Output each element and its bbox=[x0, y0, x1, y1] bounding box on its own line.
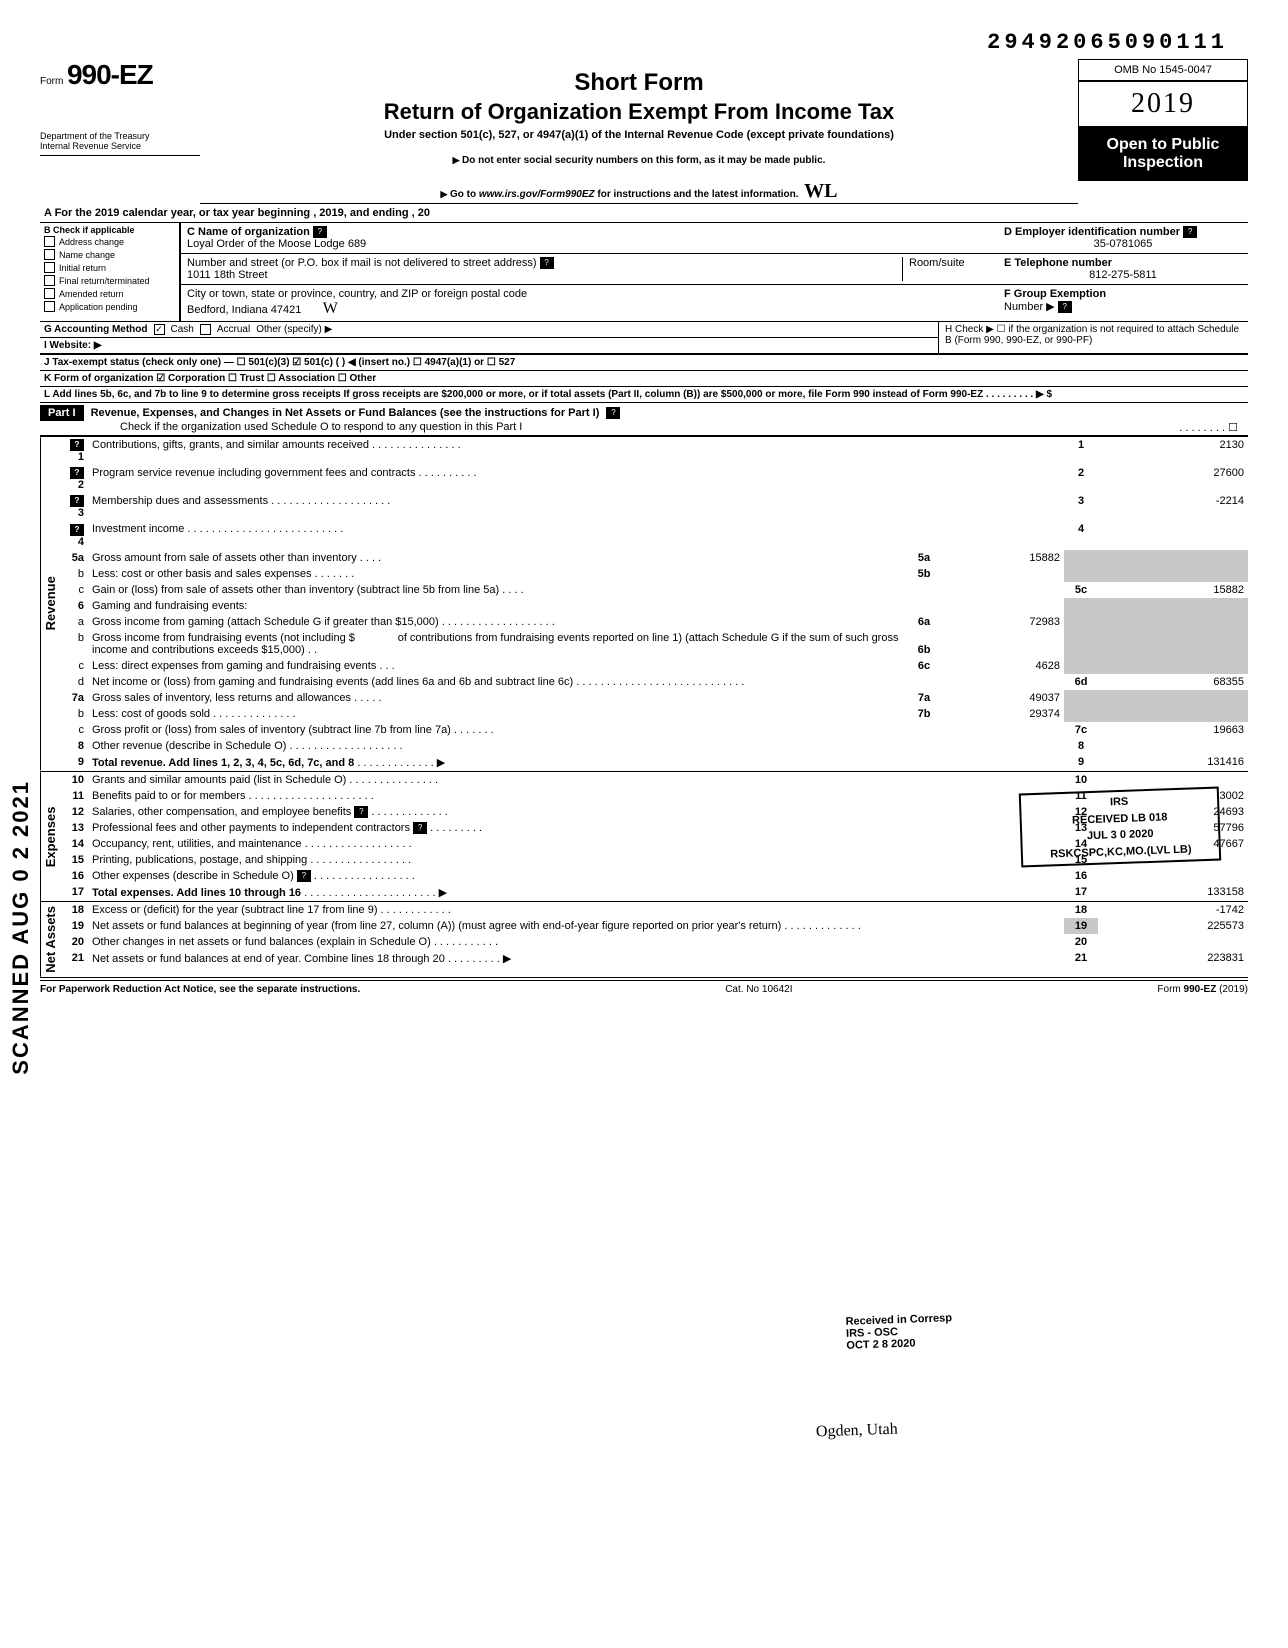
line-10-value bbox=[1098, 772, 1248, 788]
footer-paperwork: For Paperwork Reduction Act Notice, see … bbox=[40, 984, 360, 995]
box-e-label: E Telephone number bbox=[1004, 257, 1112, 269]
revenue-side-label: Revenue bbox=[40, 437, 60, 770]
form-number: Form 990-EZ bbox=[40, 59, 200, 91]
line-4-value bbox=[1098, 521, 1248, 549]
check-cash[interactable] bbox=[154, 324, 165, 335]
ein-value: 35-0781065 bbox=[1004, 238, 1242, 250]
scanned-stamp: SCANNED AUG 0 2 2021 bbox=[8, 780, 34, 1075]
line-1-value: 2130 bbox=[1098, 437, 1248, 465]
city-label: City or town, state or province, country… bbox=[187, 288, 527, 300]
part-1-header: Part I Revenue, Expenses, and Changes in… bbox=[40, 402, 1248, 436]
help-icon[interactable]: ? bbox=[606, 407, 620, 419]
line-3-value: -2214 bbox=[1098, 493, 1248, 521]
initials-handwritten: WL bbox=[804, 180, 837, 202]
revenue-section: Revenue ? 1Contributions, gifts, grants,… bbox=[40, 436, 1248, 770]
header-info-grid: B Check if applicable Address change Nam… bbox=[40, 223, 1248, 322]
line-6c-value: 4628 bbox=[944, 658, 1064, 674]
line-k-form-org: K Form of organization ☑ Corporation ☐ T… bbox=[40, 370, 1248, 386]
box-c-label: C Name of organization bbox=[187, 226, 310, 238]
help-icon[interactable]: ? bbox=[1183, 226, 1197, 238]
directive-ssn: Do not enter social security numbers on … bbox=[220, 155, 1058, 166]
check-accrual[interactable] bbox=[200, 324, 211, 335]
line-l-gross-receipts: L Add lines 5b, 6c, and 7b to line 9 to … bbox=[40, 386, 1248, 402]
check-amended[interactable]: Amended return bbox=[44, 287, 175, 300]
line-18-value: -1742 bbox=[1098, 902, 1248, 918]
line-5c-value: 15882 bbox=[1098, 582, 1248, 598]
line-9-value: 131416 bbox=[1098, 754, 1248, 771]
net-assets-side-label: Net Assets bbox=[40, 902, 60, 977]
irs-received-stamp: IRS RECEIVED LB 018 JUL 3 0 2020 RSKCSPC… bbox=[1019, 787, 1221, 868]
phone-value: 812-275-5811 bbox=[1004, 269, 1242, 281]
tax-year: 2019 bbox=[1078, 81, 1248, 127]
form-title: Return of Organization Exempt From Incom… bbox=[220, 99, 1058, 125]
short-form-label: Short Form bbox=[220, 69, 1058, 97]
help-icon[interactable]: ? bbox=[297, 870, 311, 882]
box-d-label: D Employer identification number bbox=[1004, 226, 1180, 238]
line-20-value bbox=[1098, 934, 1248, 950]
line-19-value: 225573 bbox=[1098, 918, 1248, 934]
received-corr-stamp: Received in Corresp IRS - OSC OCT 2 8 20… bbox=[839, 1310, 959, 1354]
check-name-change[interactable]: Name change bbox=[44, 248, 175, 261]
line-h-schedule-b: H Check ▶ ☐ if the organization is not r… bbox=[938, 322, 1248, 353]
line-a-tax-year: A For the 2019 calendar year, or tax yea… bbox=[40, 204, 1248, 223]
line-7a-value: 49037 bbox=[944, 690, 1064, 706]
box-b-label: B Check if applicable bbox=[44, 225, 175, 235]
form-subtitle: Under section 501(c), 527, or 4947(a)(1)… bbox=[220, 129, 1058, 141]
help-icon[interactable]: ? bbox=[1058, 301, 1072, 313]
line-6b-value bbox=[944, 630, 1064, 658]
help-icon[interactable]: ? bbox=[354, 806, 368, 818]
line-6a-value: 72983 bbox=[944, 614, 1064, 630]
help-icon[interactable]: ? bbox=[413, 822, 427, 834]
net-assets-section: Net Assets 18Excess or (deficit) for the… bbox=[40, 901, 1248, 978]
directive-url: Go to www.irs.gov/Form990EZ for instruct… bbox=[220, 180, 1058, 203]
street-label: Number and street (or P.O. box if mail i… bbox=[187, 257, 537, 269]
line-8-value bbox=[1098, 738, 1248, 754]
room-suite-label: Room/suite bbox=[902, 257, 992, 281]
dept-treasury: Department of the Treasury Internal Reve… bbox=[40, 131, 200, 151]
open-to-public: Open to Public Inspection bbox=[1078, 127, 1248, 181]
footer-form-ref: Form 990-EZ (2019) bbox=[1157, 984, 1248, 995]
line-i-website: I Website: ▶ bbox=[40, 337, 938, 353]
check-final-return[interactable]: Final return/terminated bbox=[44, 274, 175, 287]
line-j-tax-exempt: J Tax-exempt status (check only one) — ☐… bbox=[40, 354, 1248, 370]
form-header: Form 990-EZ Department of the Treasury I… bbox=[40, 59, 1248, 204]
box-f-label: F Group Exemption bbox=[1004, 288, 1106, 300]
street-address: 1011 18th Street bbox=[187, 269, 268, 281]
expenses-side-label: Expenses bbox=[40, 772, 60, 901]
omb-number: OMB No 1545-0047 bbox=[1078, 59, 1248, 81]
check-initial-return[interactable]: Initial return bbox=[44, 261, 175, 274]
org-name: Loyal Order of the Moose Lodge 689 bbox=[187, 238, 366, 250]
box-f-number: Number ▶ bbox=[1004, 301, 1055, 313]
line-2-value: 27600 bbox=[1098, 465, 1248, 493]
line-21-value: 223831 bbox=[1098, 950, 1248, 967]
document-locator-number: 29492065090111 bbox=[40, 30, 1248, 55]
city-state-zip: Bedford, Indiana 47421 bbox=[187, 304, 301, 316]
page-footer: For Paperwork Reduction Act Notice, see … bbox=[40, 980, 1248, 995]
line-7b-value: 29374 bbox=[944, 706, 1064, 722]
line-5a-value: 15882 bbox=[944, 550, 1064, 566]
line-7c-value: 19663 bbox=[1098, 722, 1248, 738]
help-icon[interactable]: ? bbox=[540, 257, 554, 269]
help-icon[interactable]: ? bbox=[313, 226, 327, 238]
line-5b-value bbox=[944, 566, 1064, 582]
check-application-pending[interactable]: Application pending bbox=[44, 300, 175, 313]
line-g-accounting: G Accounting Method Cash Accrual Other (… bbox=[40, 322, 938, 337]
part-1-check-schedule-o: Check if the organization used Schedule … bbox=[40, 421, 522, 433]
ogden-stamp: Ogden, Utah bbox=[810, 1418, 904, 1443]
footer-cat-no: Cat. No 10642I bbox=[725, 984, 792, 995]
line-16-value bbox=[1098, 868, 1248, 884]
line-6d-value: 68355 bbox=[1098, 674, 1248, 690]
line-17-value: 133158 bbox=[1098, 884, 1248, 901]
check-address-change[interactable]: Address change bbox=[44, 235, 175, 248]
